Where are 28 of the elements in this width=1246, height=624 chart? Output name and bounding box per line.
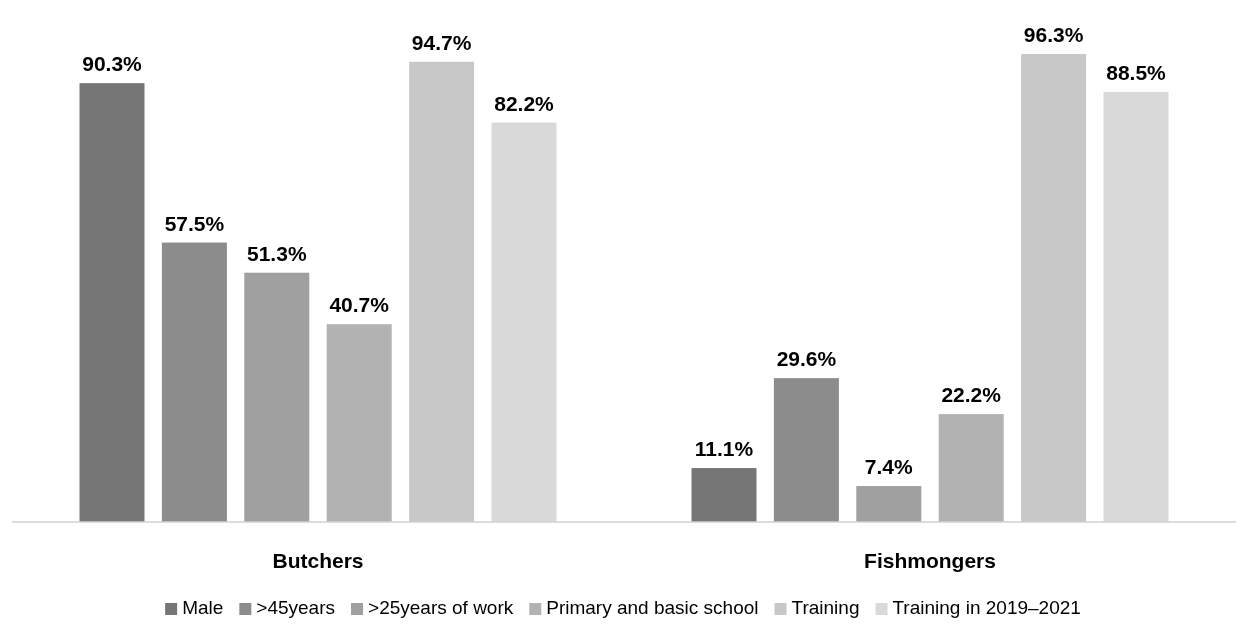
legend-label: Training in 2019–2021 — [892, 597, 1081, 618]
bar — [856, 486, 922, 522]
legend-label: >25years of work — [368, 597, 514, 618]
data-label: 82.2% — [494, 91, 555, 115]
data-label: 94.7% — [411, 30, 472, 54]
bar — [326, 324, 392, 522]
legend-label: Primary and basic school — [546, 597, 759, 618]
bar — [773, 378, 839, 522]
x-tick-label: Fishmongers — [864, 549, 996, 572]
data-label: 22.2% — [941, 383, 1002, 407]
bar — [79, 83, 145, 522]
legend-label: Male — [182, 597, 224, 618]
bar — [691, 468, 757, 522]
data-label: 88.5% — [1106, 60, 1167, 84]
bar — [938, 414, 1004, 522]
legend-label: Training — [791, 597, 860, 618]
x-tick-label: Butchers — [272, 549, 364, 572]
data-label: 11.1% — [694, 437, 754, 461]
data-label: 29.6% — [776, 347, 837, 371]
data-label: 96.3% — [1023, 23, 1084, 46]
bar — [161, 242, 227, 522]
data-label: 40.7% — [329, 293, 390, 317]
data-label: 51.3% — [247, 241, 307, 265]
bar — [244, 272, 310, 522]
legend-label: >45years — [256, 597, 336, 618]
data-label: 90.3% — [82, 52, 143, 76]
data-label: 57.5% — [164, 211, 225, 235]
data-label: 7.4% — [864, 455, 914, 479]
